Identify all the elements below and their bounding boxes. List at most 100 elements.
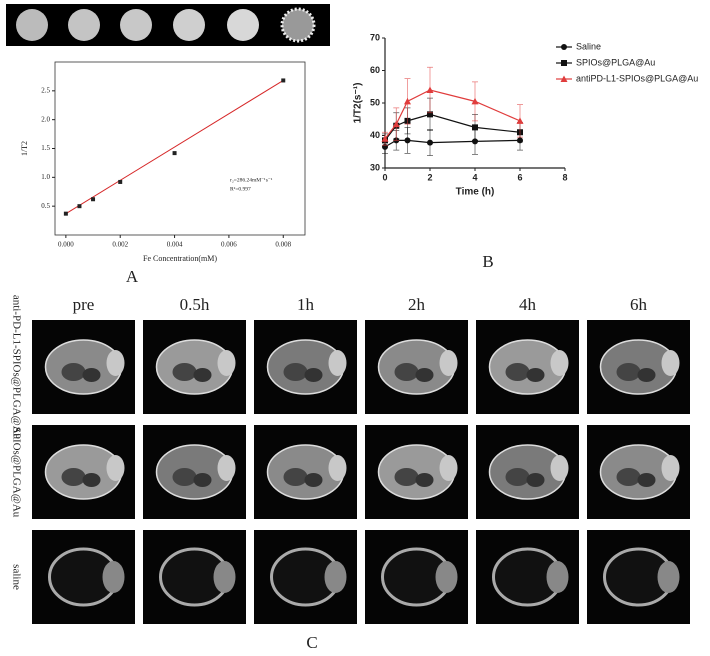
mri-organ [304, 473, 323, 487]
annotation: R²=0.997 [230, 186, 251, 192]
marker [427, 111, 433, 118]
phantom-strip [6, 4, 330, 46]
panel-label: C [306, 633, 317, 652]
mri-tumor [546, 561, 569, 593]
y-tick-label: 50 [370, 97, 380, 107]
mri-organ [61, 363, 86, 381]
mri-organ [193, 368, 212, 382]
marker [404, 97, 411, 105]
mri-organ [415, 473, 434, 487]
x-tick-label: 6 [517, 172, 522, 182]
mri-image [476, 425, 579, 519]
x-axis-label: Time (h) [456, 187, 495, 198]
mri-image [143, 320, 246, 414]
x-tick-label: 0.004 [167, 241, 183, 249]
mri-tumor [661, 350, 680, 376]
mri-tumor [106, 350, 125, 376]
mri-image [32, 530, 135, 624]
mri-tumor [328, 455, 347, 481]
mri-image [254, 530, 357, 624]
mri-organ [283, 468, 308, 486]
column-label: 1h [297, 295, 315, 314]
mri-tumor [102, 561, 125, 593]
series-line [384, 89, 521, 140]
annotation: r₂=286.24mM⁻¹s⁻¹ [230, 177, 273, 183]
x-tick-label: 0.006 [221, 241, 237, 249]
mri-image [32, 320, 135, 414]
mri-tumor [217, 350, 236, 376]
y-axis-label: 1/T2(s⁻¹) [353, 83, 364, 124]
mri-organ [505, 468, 530, 486]
legend-marker [561, 60, 567, 66]
panel-label: B [482, 252, 493, 271]
x-tick-label: 2 [427, 172, 432, 182]
column-label: 4h [519, 295, 537, 314]
point [63, 211, 68, 216]
mri-organ [526, 368, 545, 382]
legend-label: SPIOs@PLGA@Au [576, 57, 655, 67]
x-axis-label: Fe Concentration(mM) [143, 254, 217, 263]
x-tick-label: 4 [472, 172, 477, 182]
mri-image [143, 530, 246, 624]
mri-organ [637, 368, 656, 382]
legend-label: Saline [576, 41, 601, 51]
mri-organ [526, 473, 545, 487]
marker [404, 137, 411, 144]
mri-image [254, 425, 357, 519]
mri-image [587, 425, 690, 519]
fit-line [65, 80, 284, 215]
mri-organ [394, 468, 419, 486]
marker [427, 139, 433, 146]
legend-marker [560, 75, 568, 82]
mri-image [32, 425, 135, 519]
y-tick-label: 1.5 [41, 144, 50, 152]
mri-organ [637, 473, 656, 487]
point [77, 204, 82, 209]
mri-tumor [435, 561, 458, 593]
mri-image [587, 530, 690, 624]
mri-organ [505, 363, 530, 381]
mri-tumor [328, 350, 347, 376]
marker [381, 135, 389, 142]
row-label: anti-PD-L1-SPIOs@PLGA@Au [10, 295, 22, 440]
mri-image [143, 425, 246, 519]
mri-organ [394, 363, 419, 381]
mri-organ [304, 368, 323, 382]
mri-image [365, 320, 468, 414]
column-label: 2h [408, 295, 426, 314]
marker [392, 120, 400, 128]
x-tick-label: 0 [382, 172, 387, 182]
x-tick-label: 0.002 [112, 241, 128, 249]
marker [472, 124, 478, 131]
legend-label: antiPD-L1-SPIOs@PLGA@Au [576, 73, 698, 83]
x-tick-label: 8 [562, 172, 567, 182]
column-label: 0.5h [180, 295, 210, 314]
mri-image [254, 320, 357, 414]
mri-organ [172, 363, 197, 381]
mri-tumor [439, 455, 458, 481]
y-tick-label: 60 [370, 65, 380, 75]
marker [472, 138, 478, 145]
mri-tumor [217, 455, 236, 481]
mri-organ [283, 363, 308, 381]
point [91, 197, 96, 202]
y-tick-label: 2.5 [41, 86, 50, 94]
x-tick-label: 0.000 [58, 241, 74, 249]
mri-organ [82, 473, 101, 487]
mri-organ [415, 368, 434, 382]
point [118, 179, 123, 184]
mri-tumor [550, 455, 569, 481]
legend-marker [561, 44, 567, 50]
mri-tumor [550, 350, 569, 376]
panel-label: A [126, 267, 139, 286]
plot-frame [54, 61, 306, 236]
row-label: saline [10, 564, 22, 590]
marker [426, 86, 434, 93]
mri-tumor [661, 455, 680, 481]
y-tick-label: 1.0 [41, 173, 50, 181]
mri-organ [616, 468, 641, 486]
mri-image [365, 425, 468, 519]
point [172, 151, 177, 156]
y-tick-label: 2.0 [41, 115, 50, 123]
